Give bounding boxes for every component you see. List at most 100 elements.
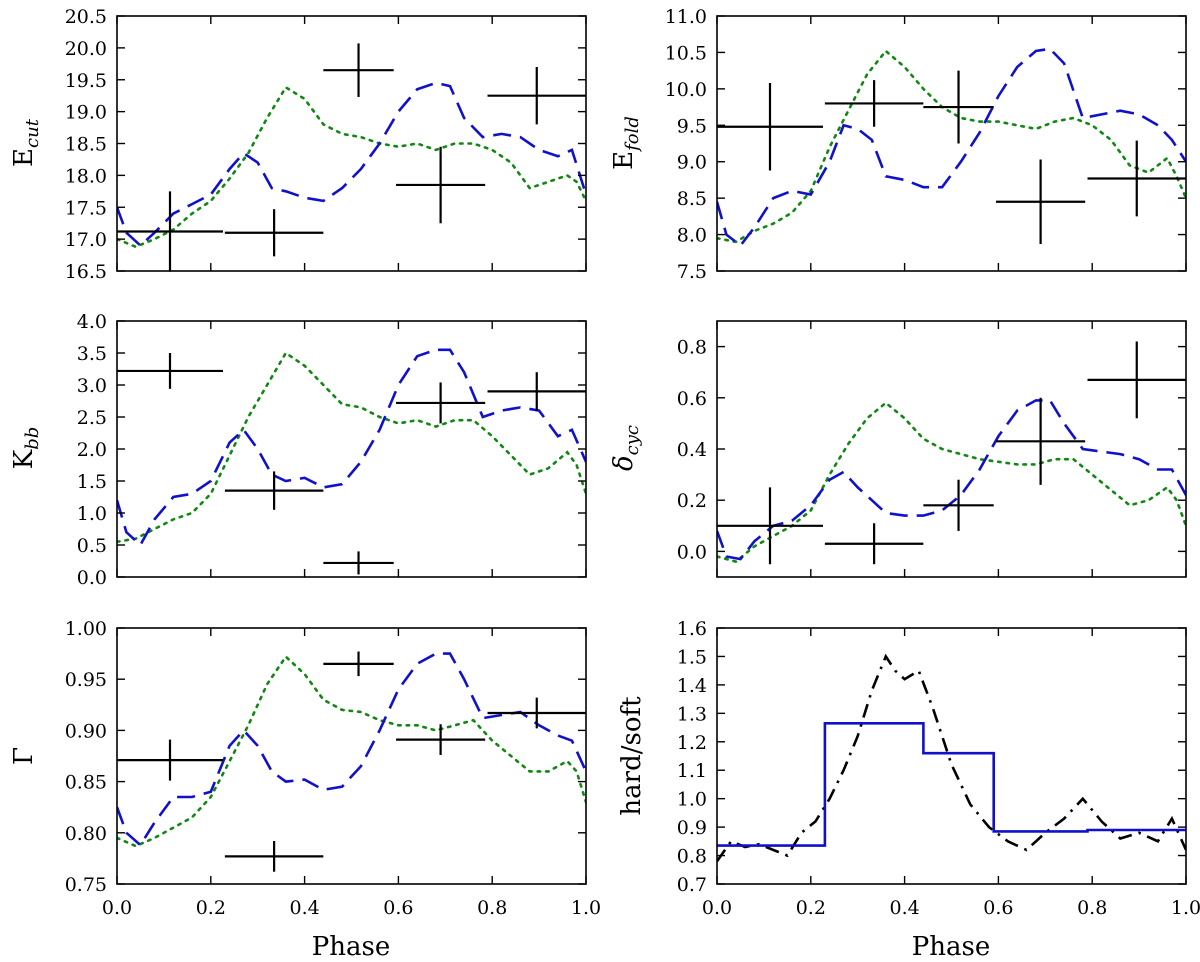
errorbar-point	[487, 372, 586, 411]
y-tick-label: 1.00	[65, 618, 107, 640]
y-tick-label: 1.1	[677, 760, 707, 782]
y-tick-label: 0.2	[677, 490, 707, 512]
y-tick-label: 0.5	[77, 535, 107, 557]
y-tick-label: 4.0	[77, 311, 107, 333]
y-tick-label: 0.8	[677, 846, 707, 868]
series-line-dotted-green	[117, 351, 586, 544]
x-tick-label: 0.8	[1077, 897, 1107, 919]
y-tick-label: 11.0	[665, 6, 707, 28]
y-tick-label: 9.5	[677, 115, 707, 137]
errorbar-point	[396, 146, 486, 224]
x-tick-label: 0.8	[477, 897, 507, 919]
y-tick-label: 1.0	[77, 503, 107, 525]
axes-frame	[116, 320, 587, 578]
errorbar-point	[717, 83, 823, 171]
y-tick-label: 1.3	[677, 703, 707, 725]
y-tick-label: 20.5	[65, 6, 107, 28]
y-tick-label: 7.5	[677, 261, 707, 283]
y-tick-label: 18.0	[65, 165, 107, 187]
errorbar-point	[996, 159, 1086, 245]
plot-area	[117, 652, 586, 848]
axes-frame	[116, 15, 587, 272]
panel-e-cut: Ecut 16.5 17.0 17.5 18.0 18.5 19.0 19.5 20.0 20.…	[9, 6, 587, 283]
errorbar-point	[396, 382, 486, 424]
y-tick-label: 1.5	[677, 646, 707, 668]
errorbar-point	[396, 724, 486, 755]
x-tick-label: 1.0	[1171, 897, 1200, 919]
y-tick-label: 0.95	[65, 669, 107, 691]
series-line-dotted-green	[117, 654, 586, 848]
errorbar-point	[224, 840, 324, 872]
ylabel-k-bb: Kbb	[9, 427, 43, 469]
errorbar-point	[224, 471, 324, 510]
series-line-dotted-green	[717, 49, 1186, 244]
x-tick-label: 0.4	[289, 897, 319, 919]
errorbar-point	[117, 739, 223, 781]
x-tick-label: 0.0	[702, 897, 732, 919]
y-tick-label: 0.85	[65, 772, 107, 794]
y-tick-label: 1.4	[677, 675, 707, 697]
errorbar-point	[487, 697, 586, 729]
y-tick-label: 3.0	[77, 375, 107, 397]
ylabel-e-cut: Ecut	[9, 118, 43, 167]
y-tick-label: 3.5	[77, 343, 107, 365]
errorbar-point	[323, 551, 394, 575]
y-tick-label: 10.0	[665, 79, 707, 101]
y-tick-label: 8.0	[677, 225, 707, 247]
series-line-dotted-green	[717, 401, 1186, 564]
series-line-dashdot-black	[717, 653, 1186, 862]
panel-e-fold: Efold 7.5 8.0 8.5 9.0 9.5 10.0 10.5 11.0	[609, 6, 1187, 283]
errorbar-point	[824, 80, 924, 127]
errorbar-point	[487, 67, 586, 125]
y-tick-label: 19.5	[65, 70, 107, 92]
y-tick-label: 17.5	[65, 197, 107, 219]
y-tick-label: 17.0	[65, 229, 107, 251]
y-tick-label: 0.90	[65, 720, 107, 742]
ylabel-delta-cyc: δcyc	[609, 425, 643, 471]
y-tick-label: 1.2	[677, 732, 707, 754]
x-tick-label: 0.0	[102, 897, 132, 919]
y-tick-label: 2.0	[77, 439, 107, 461]
errorbar-point	[323, 43, 394, 97]
x-tick-label: 0.6	[383, 897, 413, 919]
errorbar-point	[1087, 140, 1186, 217]
axes-frame	[716, 627, 1187, 885]
panel-delta-cyc: δcyc 0.0 0.2 0.4 0.6 0.8	[609, 320, 1187, 578]
x-tick-label: 0.4	[889, 897, 919, 919]
plot-area	[717, 653, 1186, 862]
y-tick-label: 20.0	[65, 38, 107, 60]
y-tick-label: 10.5	[665, 42, 707, 64]
plot-area	[717, 399, 1186, 564]
plot-area	[117, 348, 586, 548]
y-tick-label: 0.9	[677, 817, 707, 839]
y-tick-label: 1.6	[677, 618, 707, 640]
y-tick-label: 0.6	[677, 388, 707, 410]
y-tick-label: 0.7	[677, 874, 707, 896]
series-step-solid-blue	[717, 722, 1186, 847]
errorbar-point	[923, 70, 994, 144]
y-tick-label: 0.0	[677, 541, 707, 563]
x-tick-label: 1.0	[571, 897, 601, 919]
ylabel-gamma: Γ	[9, 747, 39, 765]
errorbar-point	[824, 523, 924, 565]
ylabel-e-fold: Efold	[609, 116, 643, 170]
axes-frame	[716, 15, 1187, 272]
axes-frame	[716, 320, 1187, 578]
y-tick-label: 19.0	[65, 102, 107, 124]
errorbar-point	[224, 209, 324, 257]
errorbar-point	[1087, 341, 1186, 419]
y-tick-label: 9.0	[677, 152, 707, 174]
panel-gamma: Γ Phase 0.0 0.2 0.4 0.6 0.8 1.0 0.75 0.80 0.85 0.…	[9, 618, 601, 962]
y-tick-label: 18.5	[65, 134, 107, 156]
y-tick-label: 0.4	[677, 439, 707, 461]
panel-k-bb: Kbb 0.0 0.5 1.0 1.5 2.0 2.5 3.0 3.5 4.0	[9, 311, 587, 589]
xlabel-phase-right: Phase	[912, 932, 990, 962]
x-tick-label: 0.2	[796, 897, 826, 919]
errorbar-point	[117, 191, 223, 272]
y-tick-label: 8.5	[677, 188, 707, 210]
errorbar-point	[717, 487, 823, 565]
x-tick-label: 0.6	[983, 897, 1013, 919]
y-tick-label: 0.80	[65, 823, 107, 845]
errorbar-point	[117, 353, 223, 389]
series-line-dashed-blue	[117, 348, 586, 548]
